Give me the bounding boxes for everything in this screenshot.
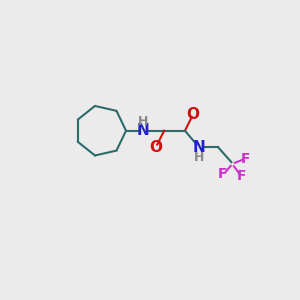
- Text: H: H: [138, 115, 148, 128]
- Text: O: O: [150, 140, 163, 155]
- Text: H: H: [194, 151, 204, 164]
- Text: F: F: [236, 169, 246, 183]
- Text: N: N: [137, 123, 150, 138]
- Text: F: F: [241, 152, 250, 167]
- Text: N: N: [193, 140, 206, 155]
- Text: O: O: [187, 106, 200, 122]
- Text: F: F: [218, 167, 228, 182]
